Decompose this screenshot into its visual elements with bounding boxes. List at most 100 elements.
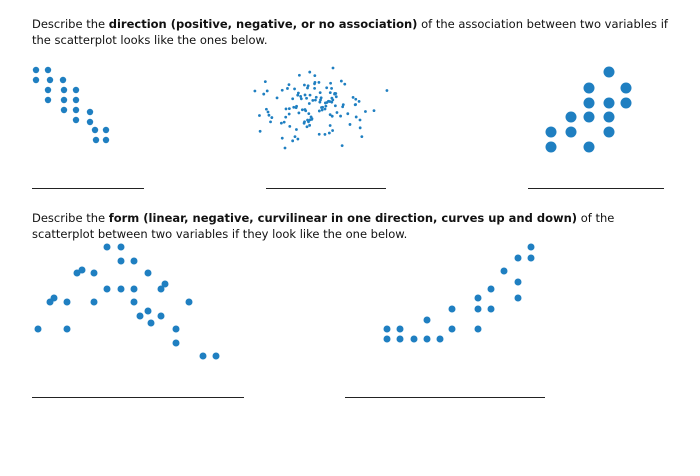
plot-curvilinear-point-5 [423, 335, 431, 343]
plot-curvilinear-point-17 [514, 278, 522, 286]
plot-curvilinear-point-8 [448, 325, 456, 333]
plot-no-association-point-82 [351, 95, 355, 99]
answer-line-1[interactable] [32, 188, 144, 189]
plot-curve-up-down-point-16 [90, 298, 98, 306]
plot-no-association-point-86 [327, 131, 331, 135]
plot-no-association-point-78 [313, 87, 316, 90]
plot-negative-point-3 [46, 76, 54, 84]
plot-no-association-point-45 [333, 104, 337, 108]
plot-no-association-point-35 [306, 118, 309, 122]
answer-line-4[interactable] [32, 397, 244, 398]
plot-curve-up-down-point-5 [78, 266, 86, 274]
plot-curvilinear-point-15 [514, 294, 522, 302]
plot-no-association-point-42 [358, 126, 362, 130]
answer-line-5[interactable] [345, 397, 545, 398]
plot-positive-point-10 [565, 126, 577, 138]
plot-no-association-point-4 [319, 96, 323, 100]
plot-no-association-point-97 [330, 100, 334, 104]
plot-no-association-point-17 [300, 108, 304, 112]
question-direction: Describe the direction (positive, negati… [32, 16, 672, 48]
plot-no-association-point-72 [320, 108, 324, 112]
plot-no-association-point-74 [324, 104, 328, 108]
answer-line-3[interactable] [528, 188, 664, 189]
plot-no-association-point-106 [339, 79, 343, 83]
question-direction-suffix: of the association between two variables… [32, 17, 668, 47]
plot-no-association-point-81 [288, 124, 292, 128]
plot-no-association-point-99 [293, 135, 297, 139]
question-form: Describe the form (linear, negative, cur… [32, 210, 672, 242]
plot-curve-up-down-point-12 [161, 280, 169, 288]
plot-no-association-point-89 [265, 89, 269, 93]
plot-curvilinear-point-13 [474, 294, 482, 302]
plot-negative-point-14 [72, 116, 80, 124]
question-form-bold: form (linear, negative, curvilinear in o… [108, 211, 578, 225]
plot-no-association-point-77 [262, 92, 266, 96]
plot-no-association-point-50 [317, 80, 321, 84]
plot-curvilinear [383, 243, 535, 343]
plot-no-association-point-68 [294, 106, 298, 110]
plot-no-association-point-76 [284, 107, 288, 111]
plot-no-association-point-73 [286, 87, 289, 90]
plot-no-association-point-55 [280, 136, 284, 140]
plot-no-association-point-21 [308, 70, 312, 74]
plot-no-association-point-58 [307, 112, 311, 116]
plot-no-association-point-31 [348, 123, 352, 126]
plot-curvilinear-point-6 [436, 335, 444, 343]
plot-positive-point-6 [565, 111, 577, 123]
plot-no-association-point-121 [331, 66, 335, 70]
plot-no-association-point-115 [335, 111, 339, 114]
plot-curve-up-down-point-2 [117, 257, 125, 265]
plot-no-association-point-83 [320, 106, 323, 109]
plot-curve-up-down-point-17 [130, 298, 138, 306]
plot-curve-up-down-point-15 [63, 298, 71, 306]
plot-curvilinear-point-3 [396, 335, 404, 343]
plot-no-association-point-34 [319, 98, 322, 102]
plot-positive [545, 66, 632, 153]
plot-no-association-point-43 [258, 129, 262, 133]
plot-no-association-point-62 [264, 107, 268, 111]
plot-no-association-point-71 [372, 109, 376, 113]
plot-curve-up-down-point-23 [34, 325, 42, 333]
plot-curve-up-down-point-9 [117, 285, 125, 293]
plot-no-association-point-94 [317, 132, 321, 136]
plot-no-association-point-119 [330, 96, 334, 100]
plot-negative-point-1 [44, 66, 52, 74]
plot-no-association-point-32 [284, 115, 288, 119]
plot-no-association-point-111 [334, 92, 338, 95]
plot-no-association-point-6 [292, 105, 296, 109]
plot-no-association-point-64 [318, 100, 322, 104]
plot-no-association-point-100 [328, 91, 332, 95]
plot-no-association-point-37 [275, 96, 279, 100]
plot-curve-up-down-point-18 [144, 307, 152, 315]
plot-no-association-point-122 [266, 110, 270, 114]
plot-negative-point-12 [72, 106, 80, 114]
plot-no-association-point-102 [282, 120, 286, 124]
plot-no-association-point-22 [296, 91, 300, 95]
plot-positive-point-5 [620, 97, 632, 109]
plot-no-association-point-46 [341, 105, 345, 109]
plot-negative-point-17 [102, 126, 110, 134]
plot-no-association-point-33 [293, 87, 296, 91]
plot-positive-point-1 [583, 82, 595, 94]
plot-no-association-point-25 [253, 89, 257, 93]
plot-curvilinear-point-0 [383, 325, 391, 333]
plot-curvilinear-point-7 [423, 316, 431, 324]
plot-no-association-point-93 [329, 81, 332, 85]
plot-no-association-point-38 [258, 114, 261, 117]
plot-no-association-point-95 [323, 132, 327, 136]
plot-no-association-point-101 [325, 86, 329, 90]
question-form-prefix: Describe the [32, 211, 109, 225]
plot-no-association-point-80 [354, 103, 358, 106]
plot-no-association-point-91 [291, 97, 295, 101]
plot-curve-up-down-point-21 [136, 312, 144, 320]
plot-no-association-point-105 [313, 98, 317, 102]
plot-positive-point-0 [603, 66, 615, 78]
plot-curve-up-down-point-19 [185, 298, 193, 306]
plot-no-association-point-116 [308, 93, 312, 97]
plot-curvilinear-point-18 [514, 254, 522, 262]
plot-no-association-point-109 [296, 137, 300, 141]
plot-negative-point-8 [44, 96, 52, 104]
plot-no-association-point-112 [295, 128, 298, 131]
answer-line-2[interactable] [266, 188, 386, 189]
plot-positive-point-3 [583, 97, 595, 109]
